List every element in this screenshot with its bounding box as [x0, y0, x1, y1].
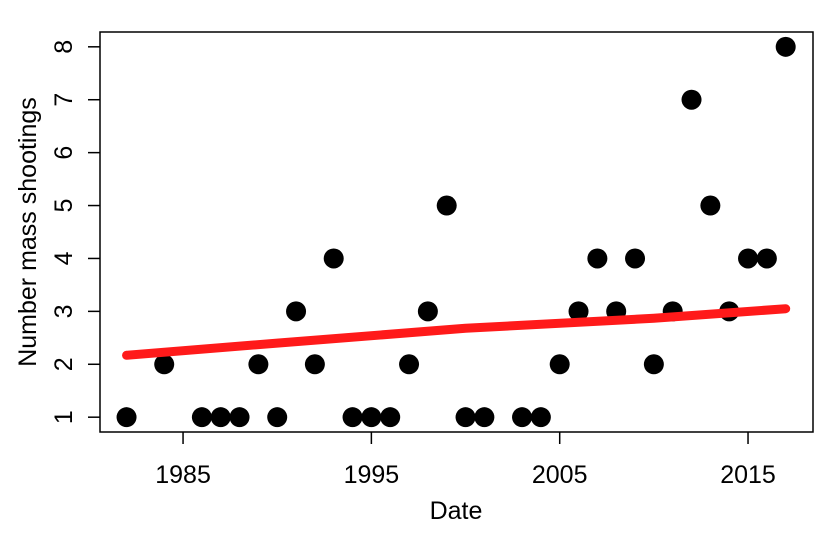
point: [286, 301, 307, 322]
y-tick-label: 7: [50, 93, 78, 107]
point: [210, 407, 231, 428]
y-tick-label: 8: [50, 40, 78, 54]
x-tick-label: 2015: [720, 461, 776, 489]
point: [361, 407, 382, 428]
point: [681, 89, 702, 110]
x-axis-label: Date: [430, 497, 483, 525]
point: [399, 354, 420, 375]
point: [775, 36, 796, 57]
point: [568, 301, 589, 322]
point: [643, 354, 664, 375]
plot-frame: [99, 31, 814, 433]
point: [474, 407, 495, 428]
point: [304, 354, 325, 375]
point: [512, 407, 533, 428]
point: [436, 195, 457, 216]
point: [248, 354, 269, 375]
point: [380, 407, 401, 428]
point: [342, 407, 363, 428]
y-axis-label: Number mass shootings: [14, 97, 42, 367]
point: [191, 407, 212, 428]
trend-line: [122, 304, 791, 360]
point: [323, 248, 344, 269]
x-tick-label: 1995: [344, 461, 400, 489]
point: [738, 248, 759, 269]
point: [700, 195, 721, 216]
x-tick-label: 1985: [155, 461, 211, 489]
point: [455, 407, 476, 428]
point: [549, 354, 570, 375]
point: [756, 248, 777, 269]
point: [530, 407, 551, 428]
point: [625, 248, 646, 269]
point: [116, 407, 137, 428]
y-tick-label: 3: [50, 304, 78, 318]
y-tick-label: 6: [50, 146, 78, 160]
y-tick-label: 1: [50, 410, 78, 424]
x-tick-label: 2005: [532, 461, 588, 489]
point: [229, 407, 250, 428]
point: [267, 407, 288, 428]
y-tick-label: 5: [50, 199, 78, 213]
point: [154, 354, 175, 375]
point: [417, 301, 438, 322]
y-tick-label: 2: [50, 357, 78, 371]
y-tick-label: 4: [50, 251, 78, 265]
point: [587, 248, 608, 269]
